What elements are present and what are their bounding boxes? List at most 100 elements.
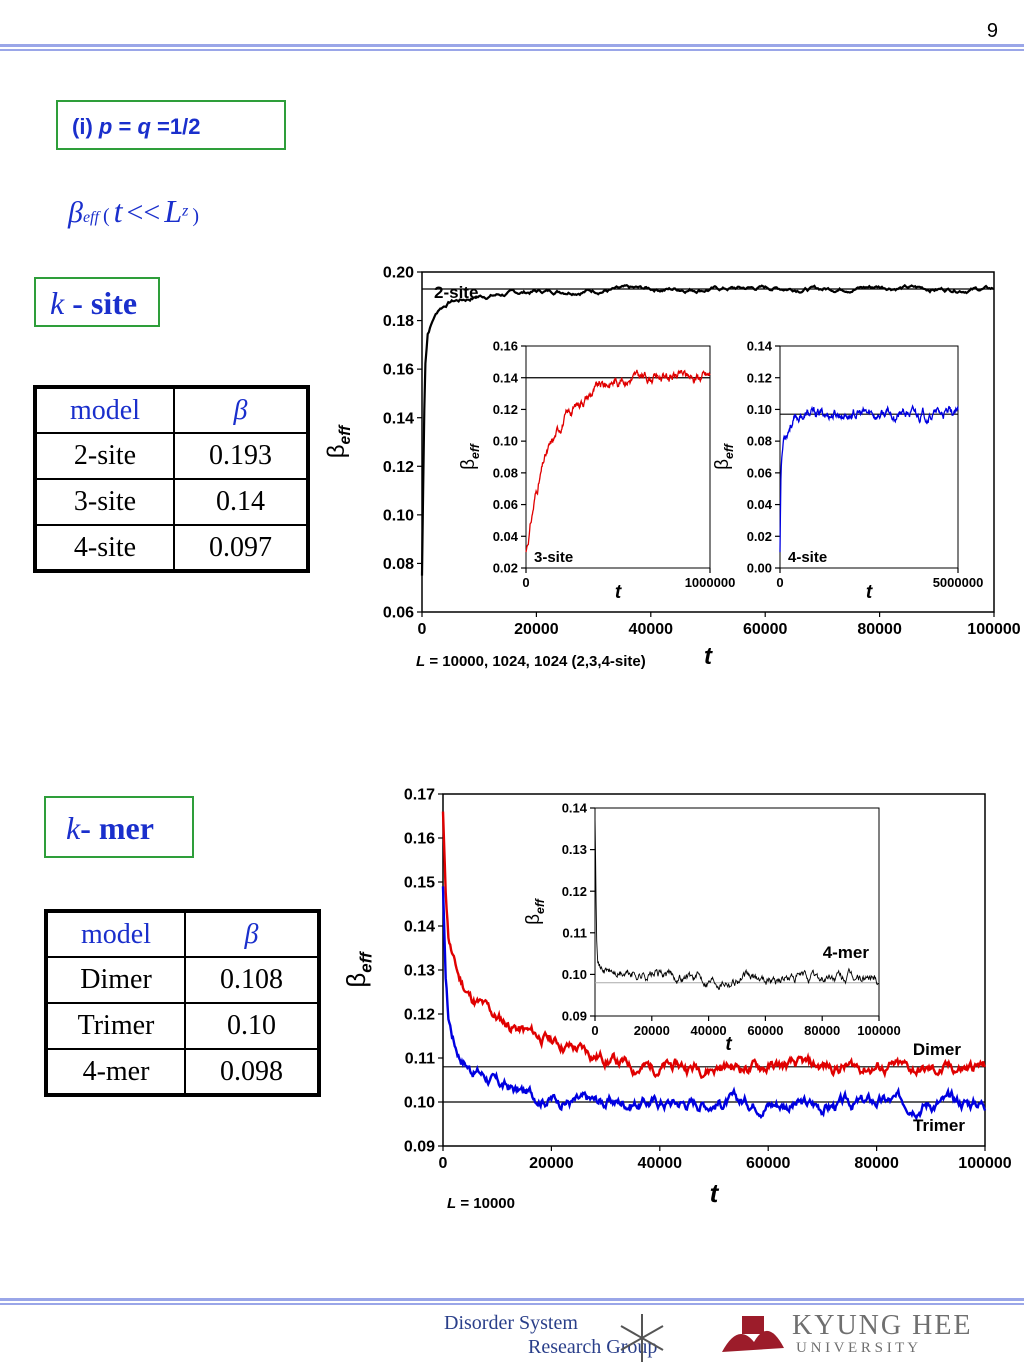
main2-xlabel: t [710,1178,720,1208]
condition-q: q [137,114,151,139]
k-mer-text: - mer [80,810,154,846]
main1-ytick-label: 0.06 [383,605,414,622]
series-label-Trimer: Trimer [913,1116,965,1135]
inset-label-3-site: 3-site [534,549,573,566]
main1-xtick-label: 100000 [967,621,1020,638]
main2-ytick-label: 0.11 [405,1051,435,1068]
note-text: = 10000 [456,1195,515,1212]
main2-ytick-label: 0.10 [404,1095,435,1112]
inset2-ytick-label: 0.14 [562,801,588,816]
table-cell-beta: 0.10 [184,1002,320,1050]
inset1-0-axes: 0.02 0.04 0.06 0.08 0.10 0.12 0.14 0.16 0 1000000… [458,339,735,603]
inset2-xtick-label: 40000 [691,1023,727,1038]
table-row: 4-site 0.097 [34,524,309,572]
inset1-1-ytick-label: 0.06 [747,465,772,480]
table-cell-beta: 0.097 [173,524,309,572]
inset1-1-ytick-label: 0.04 [747,497,773,512]
ylabel-beta: β [458,459,479,470]
inset-series-4-site [779,404,959,553]
note-text: = 10000, 1024, 1024 (2,3,4-site) [425,653,646,670]
main1-ytick-label: 0.10 [383,507,414,524]
k-site-label-box: k - site [34,277,160,327]
note-L: L [416,653,425,670]
main2-xtick-label: 20000 [529,1155,574,1172]
k-mer-chart: 0.09 0.10 0.11 0.12 0.13 0.14 0.15 0.16 0.17 0 200… [341,787,1012,1212]
inset-label-4-mer: 4-mer [823,943,870,962]
dsrg-line2: Research Group [528,1336,658,1358]
main1-xtick-label: 60000 [743,621,788,638]
table-header-beta: β [173,386,309,434]
inset1-0-ytick-label: 0.02 [493,561,518,576]
table-cell-beta: 0.108 [184,956,320,1004]
table-cell-model: Trimer [45,1002,186,1050]
formula-close: ) [192,205,200,227]
inset2-ytick-label: 0.13 [562,842,587,857]
inset1-0-plot-frame [525,345,711,569]
formula-t: t [113,193,123,229]
formula-eff: eff [82,209,99,226]
condition-eq2: =1/2 [157,114,201,139]
formula-beta: β [68,196,83,229]
main1-note: L = 10000, 1024, 1024 (2,3,4-site) [416,653,646,670]
inset2-xtick-label: 20000 [634,1023,670,1038]
inset2-ylabel: βeff [523,897,547,925]
inset1-1-ytick-label: 0.12 [747,370,772,385]
inset2-axes: 0.09 0.10 0.11 0.12 0.13 0.14 0 20000 40000 60000… [523,801,901,1055]
table-row: 3-site 0.14 [34,478,309,526]
main2-ytick-label: 0.17 [404,787,435,804]
dsrg-line1: Disorder System [444,1312,578,1334]
inset2-ytick-label: 0.11 [562,925,587,940]
ylabel-sub: eff [468,442,482,459]
inset1-1-ytick-label: 0.08 [747,434,772,449]
table-cell-model: 3-site [34,478,175,526]
main2-xtick-label: 40000 [638,1155,683,1172]
k-mer-table: model β Dimer 0.108 Trimer 0.10 4-mer 0.… [44,909,321,1097]
condition-p: p [98,114,113,139]
inset1-0-ytick-label: 0.06 [493,497,518,512]
table-header-model: model [45,910,186,958]
page-number: 9 [986,20,998,42]
main2-ylabel: βeff [341,950,376,988]
header-rule [0,44,1024,47]
inset2-xtick-label: 100000 [857,1023,900,1038]
formula-z: z [182,202,189,220]
inset2-xlabel: t [725,1034,732,1055]
inset2-plot-frame [594,807,880,1017]
ylabel-sub: eff [722,442,736,459]
note-L: L [447,1195,456,1212]
condition-label: (i) [72,114,93,139]
series-line-Trimer [441,886,987,1121]
main1-xtick-label: 40000 [629,621,674,638]
table-cell-model: 4-site [34,524,175,572]
inset1-0-xtick-label: 1000000 [685,575,736,590]
inset2-xtick-label: 60000 [747,1023,783,1038]
inset2-ytick-label: 0.09 [562,1009,587,1024]
main1-xtick-label: 20000 [514,621,559,638]
ylabel-sub: eff [533,897,547,914]
inset1-1-ytick-label: 0.10 [747,402,772,417]
kyung-hee-logo: KYUNG HEE U N I V E R S I T Y [718,1310,1018,1360]
main2-ytick-label: 0.15 [404,875,435,892]
main2-ytick-label: 0.09 [404,1139,435,1156]
ylabel-beta: β [323,444,350,458]
inset2-xtick-label: 0 [591,1023,598,1038]
inset1-0-ytick-label: 0.14 [493,370,519,385]
k-site-text: - site [72,285,138,321]
inset1-0-xtick-label: 0 [522,575,529,590]
main2-ytick-label: 0.12 [404,1007,435,1024]
inset-label-4-site: 4-site [788,549,827,566]
inset1-1-ytick-label: 0.02 [747,529,772,544]
k-site-k: k [50,285,65,321]
inset2-ytick-label: 0.10 [562,967,587,982]
header-rule-thin [0,49,1024,51]
inset1-0-ytick-label: 0.16 [493,339,518,354]
main1-ytick-label: 0.08 [383,556,414,573]
series-label-2-site: 2-site [434,283,478,302]
main2-ytick-label: 0.13 [404,963,435,980]
inset1-1-xtick-label: 0 [776,575,783,590]
k-site-chart: 0.06 0.08 0.10 0.12 0.14 0.16 0.18 0.20 0 20000 40… [323,265,1020,670]
table-cell-beta: 0.14 [173,478,309,526]
main1-ytick-label: 0.18 [383,313,414,330]
formula-open: ( [102,205,110,227]
ylabel-beta: β [523,914,544,925]
